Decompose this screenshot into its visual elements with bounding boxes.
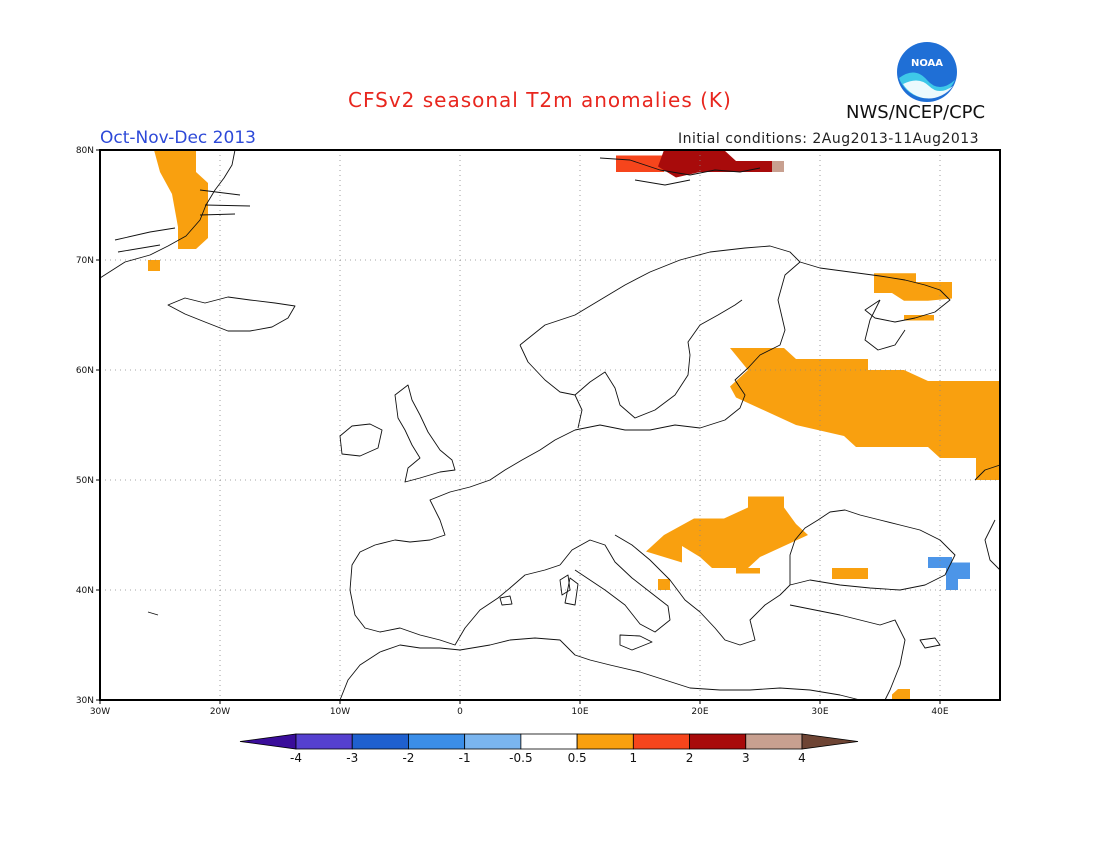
colorbar-bin [632, 733, 690, 750]
anomaly-region-turkey-north-patch [832, 568, 868, 579]
noaa-logo: NOAA [897, 42, 957, 102]
anomaly-layer [148, 150, 1000, 700]
colorbar-bin [745, 733, 803, 750]
colorbar-bin [576, 733, 634, 750]
colorbar-label: 1 [630, 751, 638, 765]
axis-ticks: 30W 20W 10W 0 10E 20E 30E 40E 30N 40N 50N 60N 70N 80N [76, 146, 949, 717]
colorbar-label: 2 [686, 751, 694, 765]
colorbar-bin [351, 733, 409, 750]
anomaly-region-balkan-south-patch [736, 568, 760, 574]
colorbar-label: -3 [346, 751, 358, 765]
lat-tick-label-70N: 70N [76, 256, 94, 266]
anomaly-region-albania-patch [658, 579, 670, 590]
lon-tick-label-30E: 30E [811, 707, 828, 717]
initial-conditions-label: Initial conditions: 2Aug2013-11Aug2013 [678, 131, 980, 147]
lon-tick-label-20W: 20W [210, 707, 230, 717]
lon-tick-label-10E: 10E [571, 707, 588, 717]
colorbar-label: -1 [459, 751, 471, 765]
colorbar-label: -4 [290, 751, 302, 765]
lon-tick-label-0: 0 [457, 707, 463, 717]
colorbar-bin [295, 733, 353, 750]
lon-tick-label-30W: 30W [90, 707, 110, 717]
anomaly-region-caucasus-cool [928, 557, 970, 590]
lon-tick-label-20E: 20E [691, 707, 708, 717]
anomaly-region-greenland-east-coast [154, 150, 208, 249]
noaa-logo-text: NOAA [911, 58, 943, 69]
anomaly-region-svalbard-very-warm [658, 150, 772, 178]
lat-tick-label-40N: 40N [76, 586, 94, 596]
anomaly-region-kola-peninsula [874, 273, 952, 301]
graticule-grid [100, 150, 1000, 700]
colorbar-label: -0.5 [509, 751, 532, 765]
anomaly-region-levant-patch [892, 689, 910, 700]
colorbar-label: -2 [402, 751, 414, 765]
lat-tick-label-60N: 60N [76, 366, 94, 376]
agency-label: NWS/NCEP/CPC [846, 102, 986, 123]
colorbar-bin [464, 733, 522, 750]
forecast-period-label: Oct-Nov-Dec 2013 [100, 128, 256, 148]
anomaly-region-greenland-south-patch [148, 260, 160, 271]
lat-tick-label-50N: 50N [76, 476, 94, 486]
colorbar-label: 3 [742, 751, 750, 765]
colorbar-bin [520, 733, 578, 750]
colorbar-high-triangle [801, 733, 859, 750]
colorbar-label: 0.5 [568, 751, 587, 765]
map-frame [99, 149, 1001, 701]
anomaly-region-svalbard-extreme [772, 161, 784, 172]
lon-tick-label-10W: 10W [330, 707, 350, 717]
lat-tick-label-80N: 80N [76, 146, 94, 156]
colorbar-bin [408, 733, 466, 750]
anomaly-region-russia-baltic-west [730, 348, 1000, 480]
lon-tick-label-40E: 40E [931, 707, 948, 717]
lat-tick-label-30N: 30N [76, 696, 94, 706]
colorbar-label: 4 [798, 751, 806, 765]
anomaly-region-balkans-romania [646, 496, 808, 568]
colorbar-low-triangle [239, 733, 297, 750]
chart-title: CFSv2 seasonal T2m anomalies (K) [348, 88, 732, 112]
coastlines [99, 149, 1001, 701]
colorbar-bin [689, 733, 747, 750]
